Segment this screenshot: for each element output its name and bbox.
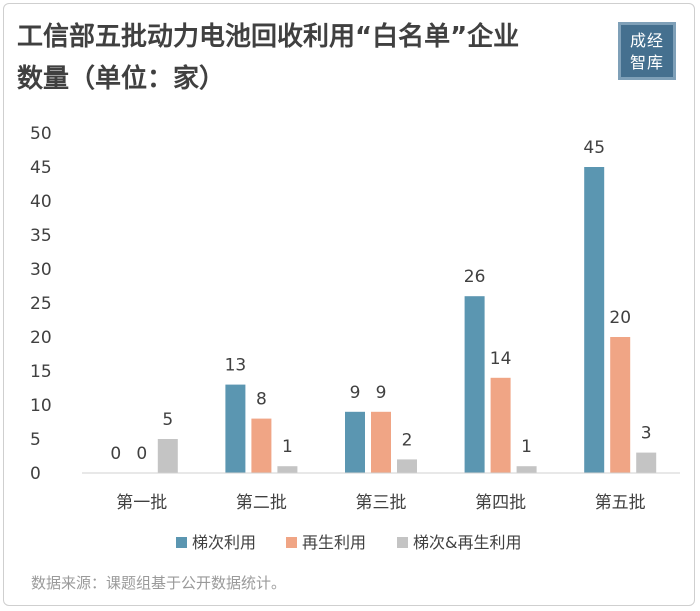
y-tick-label: 40 bbox=[30, 192, 52, 212]
bar-value-label: 5 bbox=[162, 410, 173, 430]
bar bbox=[584, 167, 605, 473]
bar-value-label: 3 bbox=[641, 424, 652, 444]
bar bbox=[251, 418, 272, 473]
bar-value-label: 1 bbox=[282, 437, 293, 457]
legend: 梯次利用 再生利用 梯次&再生利用 bbox=[176, 533, 521, 552]
y-tick-label: 10 bbox=[30, 396, 52, 416]
bar bbox=[225, 384, 246, 473]
bar-value-label: 0 bbox=[136, 444, 147, 464]
y-tick-label: 0 bbox=[30, 464, 41, 484]
bar-value-label: 13 bbox=[225, 356, 247, 376]
bars-group bbox=[157, 167, 657, 473]
bar bbox=[157, 439, 178, 473]
bar-value-label: 45 bbox=[583, 138, 605, 158]
y-tick-label: 20 bbox=[30, 328, 52, 348]
x-tick-label: 第五批 bbox=[595, 493, 646, 513]
bar bbox=[371, 411, 391, 473]
legend-label: 梯次利用 bbox=[192, 533, 256, 552]
y-tick-label: 50 bbox=[30, 124, 52, 144]
brand-logo-line-1: 成经 bbox=[629, 31, 664, 50]
bar-value-label: 26 bbox=[464, 267, 486, 287]
bar bbox=[516, 466, 537, 473]
source-note: 数据来源：课题组基于公开数据统计。 bbox=[31, 574, 287, 592]
y-tick-label: 15 bbox=[30, 362, 52, 382]
y-axis: 0 5 10 15 20 25 30 35 40 45 50 bbox=[30, 124, 52, 484]
x-tick-label: 第三批 bbox=[356, 493, 407, 513]
x-tick-label: 第一批 bbox=[116, 493, 167, 513]
brand-logo: 成经 智库 bbox=[618, 22, 676, 80]
x-axis: 第一批 第二批 第三批 第四批 第五批 bbox=[116, 493, 645, 513]
brand-logo-line-2: 智库 bbox=[629, 53, 664, 72]
legend-label: 梯次&再生利用 bbox=[413, 533, 521, 552]
chart-card bbox=[3, 3, 695, 606]
bar bbox=[636, 452, 657, 473]
legend-swatch bbox=[397, 537, 408, 548]
bar-value-label: 8 bbox=[256, 390, 267, 410]
y-tick-label: 35 bbox=[30, 226, 52, 246]
x-tick-label: 第四批 bbox=[475, 493, 526, 513]
bar-value-label: 0 bbox=[110, 444, 121, 464]
bar-value-label: 20 bbox=[609, 308, 631, 328]
bar bbox=[277, 466, 298, 473]
legend-swatch bbox=[176, 537, 187, 548]
bar bbox=[345, 411, 365, 473]
bar-value-label: 9 bbox=[350, 383, 361, 403]
chart-title-line-2: 数量（单位：家） bbox=[17, 64, 226, 94]
bar bbox=[464, 296, 485, 473]
bar-value-label: 1 bbox=[521, 437, 532, 457]
bar bbox=[397, 459, 417, 473]
y-tick-label: 5 bbox=[30, 430, 41, 450]
bar bbox=[610, 337, 631, 473]
y-tick-label: 45 bbox=[30, 158, 52, 178]
bar bbox=[490, 377, 511, 473]
chart-title: 工信部五批动力电池回收利用“白名单”企业 数量（单位：家） bbox=[17, 16, 607, 100]
x-tick-label: 第二批 bbox=[236, 493, 287, 513]
bar-value-label: 9 bbox=[376, 383, 387, 403]
bar-value-label: 14 bbox=[490, 349, 512, 369]
chart-title-line-1: 工信部五批动力电池回收利用“白名单”企业 bbox=[17, 22, 520, 52]
y-tick-label: 25 bbox=[30, 294, 52, 314]
bar-value-label: 2 bbox=[402, 430, 413, 450]
legend-swatch bbox=[286, 537, 297, 548]
y-tick-label: 30 bbox=[30, 260, 52, 280]
legend-label: 再生利用 bbox=[302, 533, 366, 552]
